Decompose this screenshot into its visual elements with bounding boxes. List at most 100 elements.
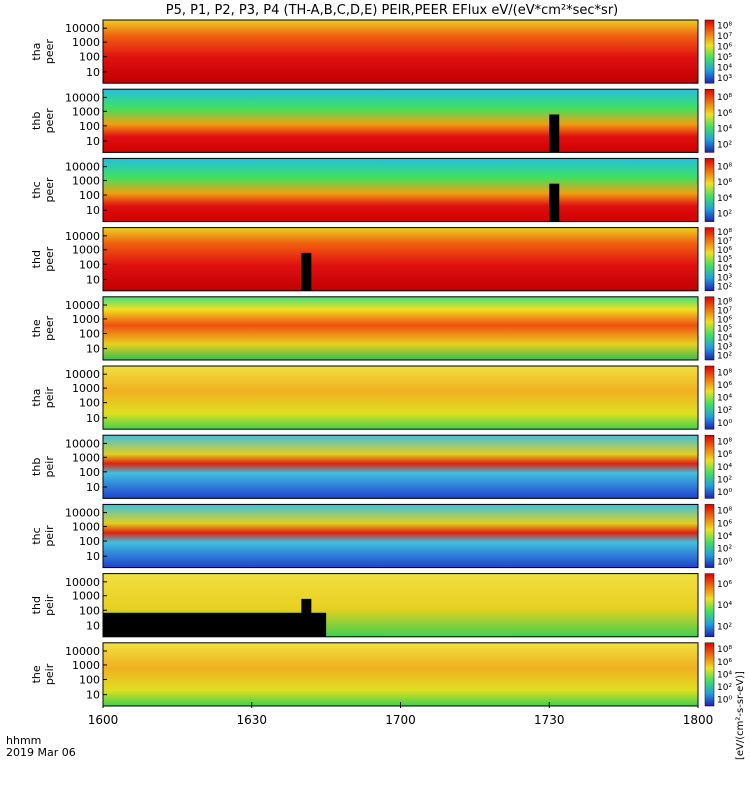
y-tick-label: 10000 [65,230,100,243]
colorbar-tick-label: 10² [717,475,732,485]
panel-label-the_peer: thepeer [30,315,56,341]
colorbar-tick-label: 10⁸ [717,21,732,31]
y-tick-label: 1000 [72,451,100,464]
panel-stack: 10000100010010thapeer10⁸10⁷10⁶10⁵10⁴10³1… [30,19,732,707]
colorbar-tick-label: 10⁴ [717,194,732,204]
colorbar-tick-label: 10² [717,282,732,292]
colorbar-tick-label: 10⁸ [717,297,732,307]
colorbar-tick-label: 10⁶ [717,658,732,668]
colorbar-tick-label: 10⁸ [717,507,732,517]
x-axis-label: hhmm [6,734,41,747]
y-tick-label: 10 [86,204,100,217]
colorbar-tha_peir [704,365,715,430]
colorbar-tick-label: 10⁰ [717,419,732,429]
colorbar-tick-label: 10³ [717,342,732,352]
y-tick-label: 10000 [65,22,100,35]
panel-label-thb_peer: thbpeer [30,108,56,134]
y-tick-label: 100 [79,535,100,548]
colorbar-tick-label: 10⁴ [717,333,732,343]
panel-frame [102,227,699,292]
colorbar-tick-label: 10² [717,545,732,555]
y-tick-label: 10000 [65,368,100,381]
colorbar-tick-label: 10² [717,351,732,361]
colorbar-the_peir [704,642,715,707]
colorbar-tick-label: 10² [717,210,732,220]
colorbar-tick-label: 10⁵ [717,255,732,265]
colorbar-tick-label: 10⁵ [717,53,732,63]
colorbar-tick-label: 10⁴ [717,463,732,473]
colorbar-tick-label: 10⁶ [717,519,732,529]
panel-frame [102,365,699,430]
x-tick-label: 1730 [534,713,565,727]
y-tick-label: 10 [86,412,100,425]
colorbar-tick-label: 10⁷ [717,32,732,42]
colorbar-thd_peer [704,227,715,292]
panel-frame [102,503,699,569]
colorbar-units-label: [eV/(cm²-s-sr-eV)] [735,671,746,760]
y-tick-label: 100 [79,327,100,340]
nodata-region [103,612,327,637]
y-tick-label: 1000 [72,521,100,534]
spectrogram-the_peir [103,642,698,706]
x-tick-label: 1630 [236,713,267,727]
y-tick-label: 10 [86,550,100,563]
y-tick-label: 1000 [72,382,100,395]
colorbar-tick-label: 10⁸ [717,368,732,378]
colorbar-tick-label: 10⁶ [717,450,732,460]
data-gap-thc_peer [549,183,560,222]
panel-frame [102,19,699,84]
colorbar-tick-label: 10⁶ [717,42,732,52]
y-tick-label: 10000 [65,437,100,450]
y-tick-label: 100 [79,258,100,271]
panel-label-tha_peer: thapeer [30,39,56,65]
panel-label-thc_peir: thcpeir [30,525,56,547]
spectrogram-the_peer [103,296,698,360]
x-tick-label: 1800 [683,713,714,727]
colorbar-tick-label: 10⁴ [717,601,732,611]
spectrogram-thb_peir [103,435,698,499]
colorbar-tick-label: 10⁸ [717,228,732,238]
x-tick-label: 1700 [385,713,416,727]
y-tick-label: 1000 [72,175,100,188]
panel-frame [102,88,699,153]
figure-title: P5, P1, P2, P3, P4 (TH-A,B,C,D,E) PEIR,P… [166,3,619,18]
colorbar-thb_peer [704,88,715,153]
y-tick-label: 100 [79,51,100,64]
colorbar-tick-label: 10⁸ [717,438,732,448]
colorbar-tha_peer [704,19,715,84]
data-gap-thd_peer [301,252,312,291]
colorbar-tick-label: 10⁰ [717,696,732,706]
colorbar-thc_peer [704,158,715,222]
panel-label-thd_peer: thdpeer [30,246,56,272]
data-gap-thb_peer [549,114,560,153]
colorbar-tick-label: 10⁴ [717,394,732,404]
y-tick-label: 1000 [72,244,100,257]
colorbar-tick-label: 10⁷ [717,237,732,247]
y-tick-label: 1000 [72,313,100,326]
colorbar-tick-label: 10⁰ [717,488,732,498]
time-axis: 1600 1630 1700 1730 1800 [88,702,714,727]
colorbar-tick-label: 10⁰ [717,557,732,567]
y-tick-label: 100 [79,397,100,410]
colorbar-tick-label: 10⁶ [717,246,732,256]
panel-frame [102,573,699,638]
y-tick-label: 10 [86,619,100,632]
y-tick-label: 1000 [72,659,100,672]
colorbar-tick-label: 10⁵ [717,324,732,334]
colorbar-tick-label: 10⁷ [717,306,732,316]
colorbar-thc_peir [704,504,715,568]
colorbar-tick-label: 10² [717,622,732,632]
colorbar-tick-label: 10⁶ [717,109,732,119]
x-tick-label: 1600 [88,713,119,727]
colorbar-tick-label: 10⁶ [717,381,732,391]
colorbar-tick-label: 10⁴ [717,264,732,274]
y-tick-label: 10000 [65,507,100,520]
colorbar-thb_peir [704,434,715,499]
colorbar-tick-label: 10⁸ [717,162,732,172]
y-tick-label: 100 [79,189,100,202]
